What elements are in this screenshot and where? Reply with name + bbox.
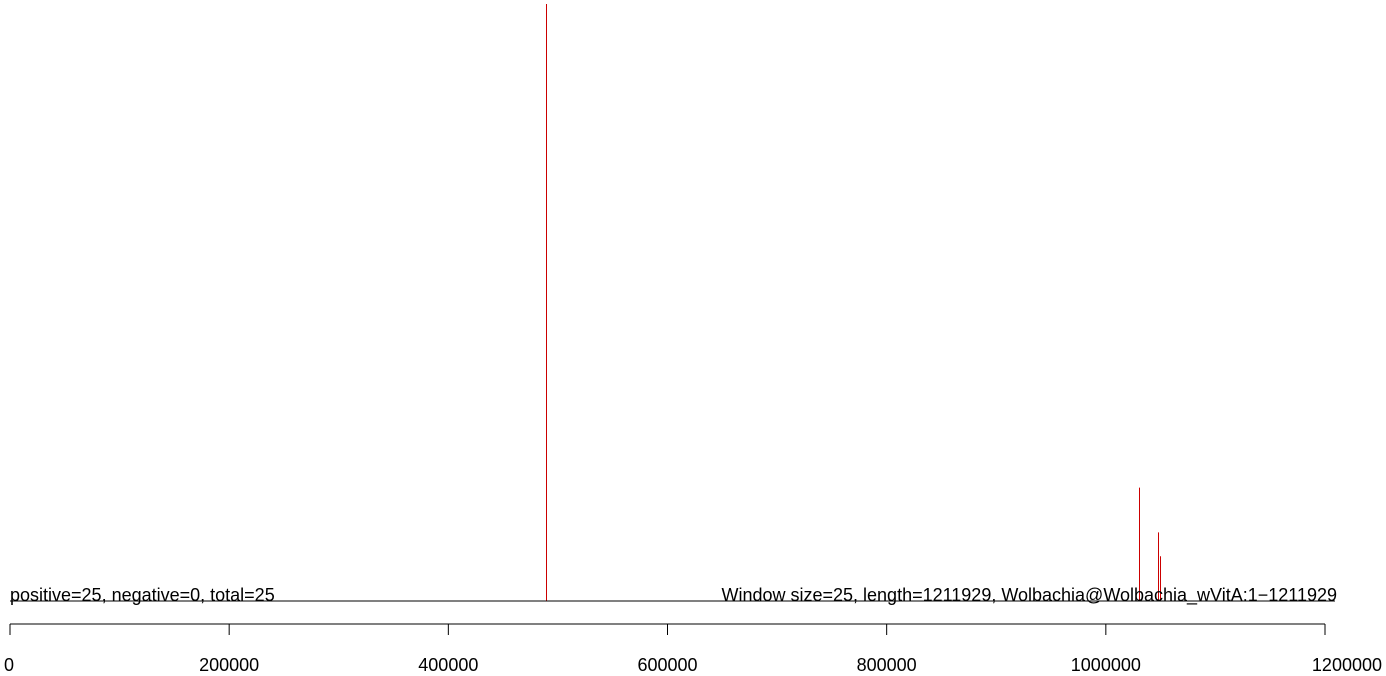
x-tick-label: 1000000 <box>1071 655 1141 675</box>
x-tick-label: 200000 <box>199 655 259 675</box>
x-tick-label: 1200000 <box>1312 655 1382 675</box>
summary-left-label: positive=25, negative=0, total=25 <box>10 585 275 605</box>
x-tick-label: 400000 <box>418 655 478 675</box>
x-axis: 0 200000 400000 600000 800000 1000000 1200000 <box>4 623 1382 675</box>
x-tick-label: 0 <box>4 655 14 675</box>
bar-group <box>546 4 1161 601</box>
x-tick-label: 800000 <box>857 655 917 675</box>
summary-right-label: Window size=25, length=1211929, Wolbachi… <box>721 585 1337 606</box>
x-tick-label: 600000 <box>637 655 697 675</box>
